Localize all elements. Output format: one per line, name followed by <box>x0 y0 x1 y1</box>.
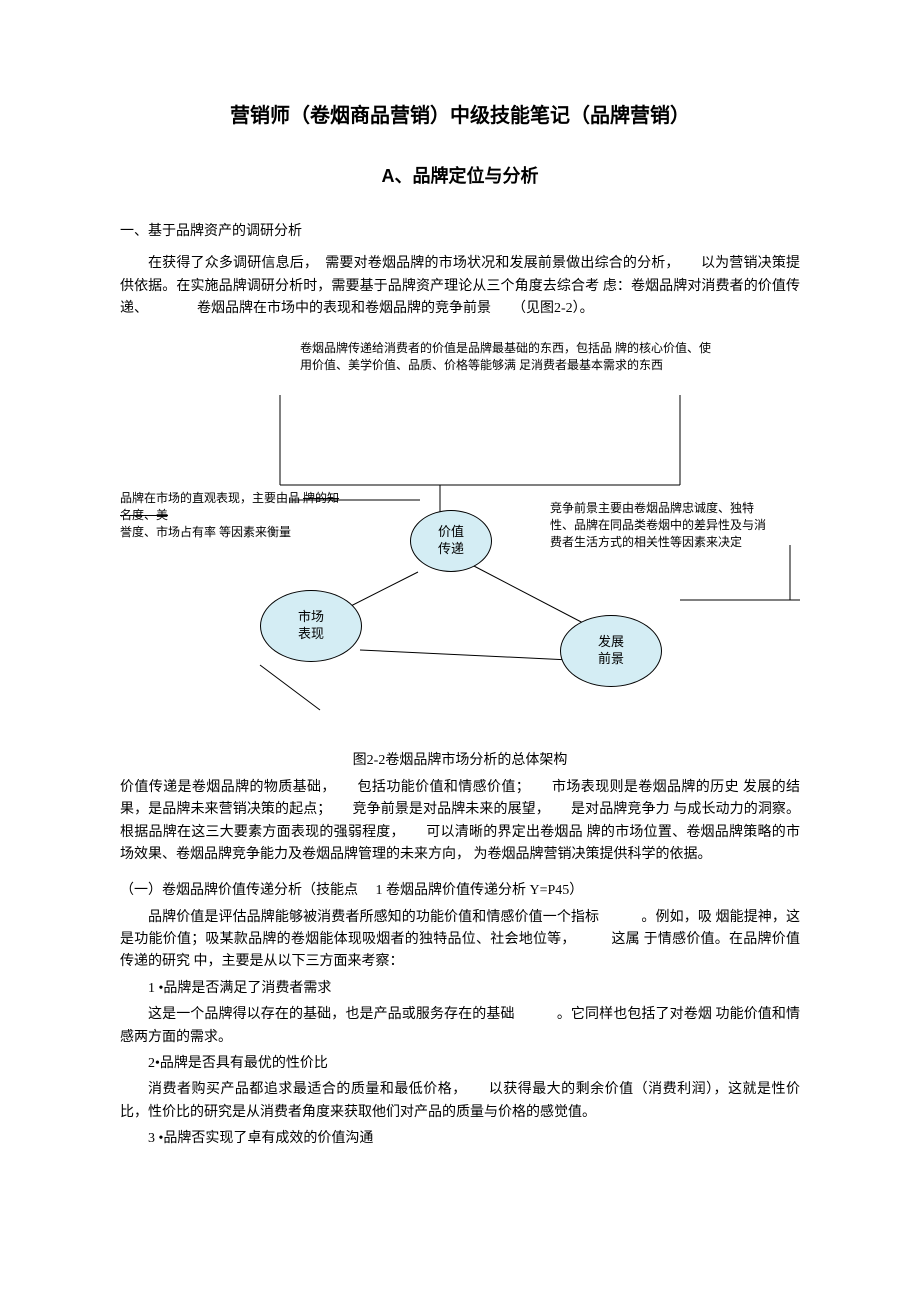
paragraph-2: 价值传递是卷烟品牌的物质基础， 包括功能价值和情感价值； 市场表现则是卷烟品牌的… <box>120 777 800 867</box>
list-item-1-head: 1 •品牌是否满足了消费者需求 <box>120 978 800 1000</box>
list-item-3-head: 3 •品牌否实现了卓有成效的价值沟通 <box>120 1128 800 1150</box>
node-value-l2: 传递 <box>438 541 464 558</box>
paragraph-3: 品牌价值是评估品牌能够被消费者所感知的功能价值和情感价值一个指标 。例如，吸 烟… <box>120 907 800 974</box>
node-future-l1: 发展 <box>598 634 624 651</box>
node-market-l1: 市场 <box>298 609 324 626</box>
diagram-right-note: 竞争前景主要由卷烟品牌忠诚度、独特性、品牌在同品类卷烟中的差异性及与消费者生活方… <box>550 500 770 550</box>
list-item-2-head: 2•品牌是否具有最优的性价比 <box>120 1053 800 1075</box>
section-heading-1: 一、基于品牌资产的调研分析 <box>120 221 800 243</box>
diagram-2-2: 卷烟品牌传递给消费者的价值是品牌最基础的东西，包括品 牌的核心价值、使用价值、美… <box>120 340 800 740</box>
diagram-node-market: 市场 表现 <box>260 590 362 662</box>
diagram-top-note: 卷烟品牌传递给消费者的价值是品牌最基础的东西，包括品 牌的核心价值、使用价值、美… <box>300 340 720 374</box>
node-market-l2: 表现 <box>298 626 324 643</box>
document-subtitle: A、品牌定位与分析 <box>120 162 800 191</box>
paragraph-1: 在获得了众多调研信息后， 需要对卷烟品牌的市场状况和发展前景做出综合的分析， 以… <box>120 253 800 320</box>
diagram-node-future: 发展 前景 <box>560 615 662 687</box>
diagram-caption: 图2-2卷烟品牌市场分析的总体架构 <box>120 750 800 772</box>
subsection-heading-1: （一）卷烟品牌价值传递分析（技能点 1 卷烟品牌价值传递分析 Y=P45） <box>120 880 800 902</box>
document-title: 营销师（卷烟商品营销）中级技能笔记（品牌营销） <box>120 100 800 132</box>
diagram-left-note: 品牌在市场的直观表现，主要由品 牌的知名度、美 誉度、市场占有率 等因素来衡量 <box>120 490 340 540</box>
diagram-node-value: 价值 传递 <box>410 510 492 572</box>
node-value-l1: 价值 <box>438 524 464 541</box>
node-future-l2: 前景 <box>598 651 624 668</box>
list-item-1-body: 这是一个品牌得以存在的基础，也是产品或服务存在的基础 。它同样也包括了对卷烟 功… <box>120 1004 800 1049</box>
diagram-left-note-line1: 品牌在市场的直观表现，主要由品 <box>120 491 303 505</box>
diagram-left-note-line2: 誉度、市场占有率 等因素来衡量 <box>120 525 291 539</box>
list-item-2-body: 消费者购买产品都追求最适合的质量和最低价格， 以获得最大的剩余价值（消费利润），… <box>120 1079 800 1124</box>
